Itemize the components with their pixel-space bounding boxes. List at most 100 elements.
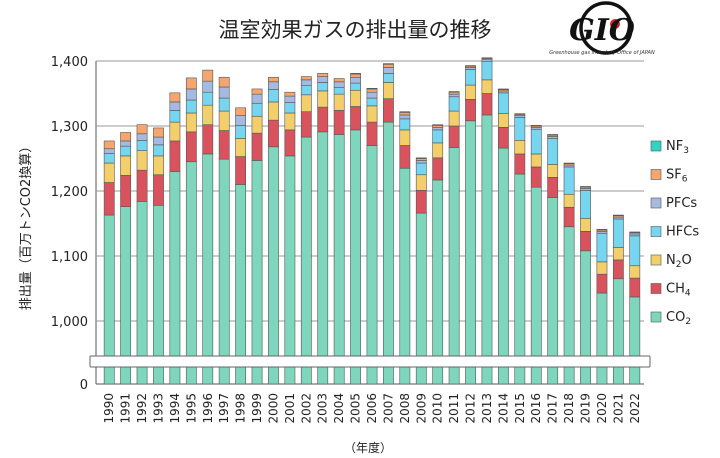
- bar-pfcs-2011: [448, 93, 460, 98]
- bar-pfcs-1996: [202, 80, 214, 93]
- bar-sf6-2002: [300, 76, 312, 81]
- bar-ch4-1993: [153, 174, 164, 206]
- bar-co2-2005: [350, 129, 361, 385]
- bar-n2o-2013: [481, 79, 493, 94]
- x-tick-label: 2003: [316, 393, 330, 424]
- x-tick-label: 2010: [431, 393, 445, 424]
- bar-hfcs-1994: [169, 110, 181, 123]
- x-tick-label: 1996: [201, 393, 215, 424]
- bar-stack-2020: [596, 229, 608, 385]
- y-tick-label: 1,300: [51, 120, 88, 135]
- bar-pfcs-1998: [235, 115, 246, 126]
- bar-stack-1994: [169, 92, 181, 385]
- bar-sf6-1992: [136, 124, 148, 135]
- legend-item-n2o: N2O: [650, 253, 692, 270]
- chart-title: 温室効果ガスの排出量の推移: [219, 18, 492, 42]
- bar-ch4-2004: [333, 110, 345, 135]
- bar-pfcs-1999: [251, 93, 263, 104]
- bar-nf3-2017: [547, 134, 559, 136]
- legend-swatch: [650, 311, 662, 323]
- bar-n2o-2000: [268, 101, 279, 121]
- bar-n2o-2001: [284, 112, 296, 131]
- x-tick-label: 2020: [595, 393, 609, 424]
- bars: [89, 57, 651, 385]
- bar-n2o-2010: [432, 142, 444, 159]
- bar-hfcs-1999: [251, 102, 263, 117]
- bar-n2o-2015: [514, 140, 526, 155]
- bar-hfcs-1998: [235, 125, 246, 139]
- bar-co2-2000: [268, 146, 279, 385]
- bar-hfcs-2019: [580, 190, 591, 219]
- legend-item-sf6: SF6: [650, 168, 688, 185]
- legend-swatch: [650, 140, 662, 152]
- bar-stack-2001: [284, 91, 296, 385]
- bar-sf6-1999: [251, 88, 263, 95]
- bar-ch4-2007: [383, 98, 394, 123]
- bar-stack-2012: [465, 65, 476, 385]
- bar-sf6-1998: [235, 107, 246, 116]
- bar-nf3-2021: [612, 214, 624, 217]
- x-tick-label: 1990: [102, 393, 116, 424]
- bar-nf3-2019: [580, 186, 591, 188]
- bar-pfcs-2002: [300, 79, 312, 86]
- x-tick-label: 2012: [464, 393, 478, 424]
- bar-stack-2010: [432, 124, 444, 385]
- bar-co2-2004: [333, 134, 345, 385]
- bar-hfcs-2014: [498, 92, 509, 114]
- bar-n2o-2012: [465, 84, 476, 100]
- bar-n2o-2005: [350, 89, 361, 107]
- x-tick-label: 1993: [151, 393, 165, 424]
- legend-swatch: [650, 254, 662, 266]
- bar-n2o-1997: [218, 110, 230, 131]
- x-tick-label: 2014: [496, 393, 510, 424]
- bar-nf3-2013: [481, 57, 493, 59]
- bar-n2o-2002: [300, 94, 312, 113]
- bar-co2-2001: [284, 155, 296, 385]
- bar-stack-2022: [629, 231, 641, 385]
- bar-n2o-1998: [235, 138, 246, 157]
- legend-swatch: [650, 283, 662, 294]
- bar-pfcs-1994: [169, 101, 181, 111]
- bar-stack-1990: [103, 140, 115, 385]
- bar-co2-1995: [185, 161, 197, 385]
- bar-stack-1998: [235, 107, 246, 385]
- x-tick-label: 1991: [119, 393, 133, 424]
- legend-label: PFCs: [666, 196, 697, 211]
- x-tick-label: 2013: [480, 393, 494, 424]
- bar-stack-2003: [317, 73, 329, 385]
- bar-pfcs-2001: [284, 95, 296, 103]
- bar-n2o-1991: [120, 155, 132, 176]
- bar-co2-1997: [218, 158, 230, 385]
- bar-hfcs-2002: [300, 85, 312, 96]
- y-ticks: 0 1,000 1,100 1,200 1,300 1,400: [51, 55, 88, 393]
- bar-ch4-2021: [612, 259, 624, 280]
- bar-hfcs-1990: [103, 153, 115, 164]
- bar-ch4-2013: [481, 93, 493, 116]
- bar-stack-1995: [185, 77, 197, 385]
- bar-stack-2005: [350, 73, 361, 385]
- legend-label: N2O: [666, 253, 692, 270]
- bar-co2-2014: [498, 147, 509, 385]
- x-tick-label: 2017: [546, 393, 560, 424]
- bar-co2-2012: [465, 120, 476, 385]
- bar-nf3-2010: [432, 124, 444, 126]
- bar-ch4-2000: [268, 119, 279, 148]
- legend-label: HFCs: [666, 225, 699, 240]
- x-tick-label: 2007: [381, 393, 395, 424]
- x-tick-label: 1998: [234, 393, 248, 424]
- bar-sf6-1996: [202, 69, 214, 82]
- legend-item-pfcs: PFCs: [650, 196, 697, 211]
- bar-stack-2007: [383, 63, 394, 385]
- bar-hfcs-2022: [629, 235, 641, 267]
- legend-item-ch4: CH4: [650, 282, 691, 299]
- bar-ch4-2011: [448, 125, 460, 148]
- bar-pfcs-2004: [333, 81, 345, 88]
- bar-ch4-2003: [317, 106, 329, 133]
- legend-label: CO2: [666, 310, 691, 327]
- bar-co2-2003: [317, 131, 329, 385]
- bar-nf3-2022: [629, 231, 641, 233]
- bar-co2-1999: [251, 160, 263, 385]
- bar-n2o-2009: [415, 174, 427, 191]
- bar-pfcs-1997: [218, 86, 230, 99]
- bar-n2o-2022: [629, 265, 641, 279]
